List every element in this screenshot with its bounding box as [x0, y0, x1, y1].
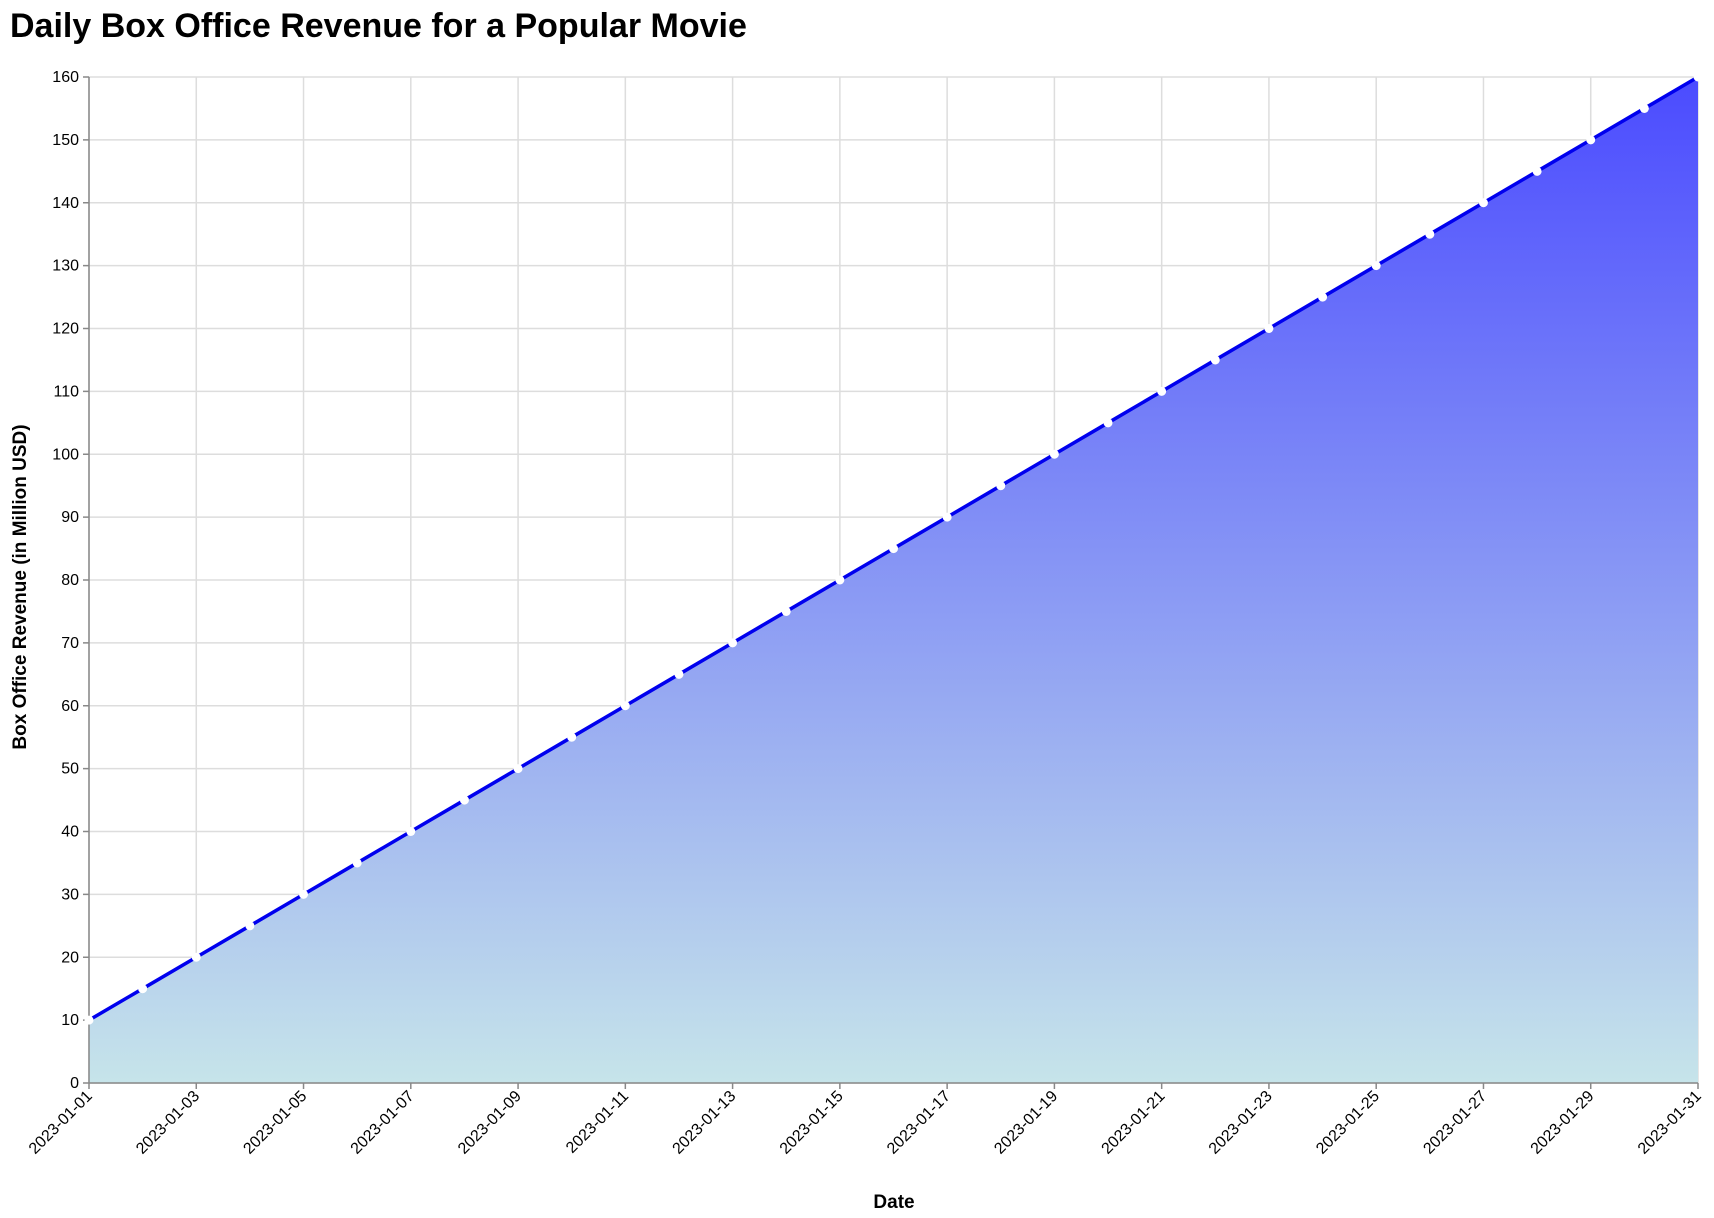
data-point [84, 1015, 94, 1025]
data-point [1425, 229, 1435, 239]
y-tick-label: 120 [52, 321, 79, 338]
data-point [1478, 198, 1488, 208]
y-tick-label: 0 [70, 1075, 79, 1092]
data-point [996, 481, 1006, 491]
revenue-area [89, 77, 1698, 1083]
chart-title: Daily Box Office Revenue for a Popular M… [10, 7, 747, 45]
data-point [835, 575, 845, 585]
x-tick-label: 2023-01-27 [1420, 1088, 1490, 1158]
x-tick-label: 2023-01-21 [1099, 1088, 1169, 1158]
y-tick-label: 160 [52, 69, 79, 86]
x-tick-label: 2023-01-17 [884, 1088, 954, 1158]
x-tick-label: 2023-01-25 [1313, 1088, 1383, 1158]
data-point [1693, 72, 1703, 82]
y-tick-label: 50 [61, 761, 79, 778]
x-tick-label: 2023-01-31 [1635, 1088, 1705, 1158]
y-axis-title: Box Office Revenue (in Million USD) [10, 424, 31, 749]
x-tick-label: 2023-01-11 [563, 1088, 632, 1157]
x-tick-label: 2023-01-13 [670, 1088, 740, 1158]
y-tick-label: 130 [52, 258, 79, 275]
data-point [138, 984, 148, 994]
y-tick-label: 60 [61, 698, 79, 715]
area-layer [89, 77, 1698, 1083]
data-point [1371, 261, 1381, 271]
data-point [459, 795, 469, 805]
x-tick-label: 2023-01-05 [240, 1088, 310, 1158]
data-point [728, 638, 738, 648]
data-point [1318, 292, 1328, 302]
data-point [620, 701, 630, 711]
data-point [889, 544, 898, 554]
y-tick-label: 20 [61, 949, 79, 966]
data-point [567, 732, 577, 742]
y-tick-label: 80 [61, 572, 79, 589]
x-tick-label: 2023-01-07 [348, 1088, 418, 1158]
data-point [1103, 418, 1113, 428]
y-tick-label: 150 [52, 132, 79, 149]
x-tick-label: 2023-01-03 [133, 1088, 203, 1158]
data-point [406, 827, 416, 836]
y-tick-label: 40 [61, 824, 79, 841]
data-point [1264, 324, 1274, 333]
data-point [299, 889, 309, 899]
data-point [1210, 355, 1220, 365]
y-tick-label: 10 [61, 1012, 79, 1029]
data-point [352, 858, 362, 868]
points [84, 72, 1703, 1025]
x-tick-label: 2023-01-09 [455, 1088, 525, 1158]
x-tick-label: 2023-01-29 [1528, 1088, 1598, 1158]
y-tick-label: 140 [52, 195, 79, 212]
y-tick-label: 70 [61, 635, 79, 652]
data-point [674, 669, 684, 679]
data-point [1639, 103, 1649, 113]
data-point [781, 606, 791, 616]
data-point [1049, 449, 1059, 459]
y-tick-label: 30 [61, 886, 79, 903]
y-tick-label: 110 [53, 383, 79, 400]
data-point [245, 921, 255, 931]
x-tick-label: 2023-01-15 [777, 1088, 847, 1158]
data-point [1532, 166, 1542, 176]
y-tick-label: 90 [61, 509, 79, 526]
data-point [942, 512, 952, 522]
data-point [1586, 135, 1596, 145]
x-tick-label: 2023-01-01 [26, 1088, 96, 1158]
x-tick-label: 2023-01-19 [991, 1088, 1061, 1158]
x-axis-title: Date [873, 1192, 914, 1213]
data-point [191, 952, 201, 962]
x-tick-label: 2023-01-23 [1206, 1088, 1276, 1158]
data-point [1157, 386, 1167, 396]
y-tick-label: 100 [52, 446, 79, 463]
data-point [513, 764, 523, 774]
